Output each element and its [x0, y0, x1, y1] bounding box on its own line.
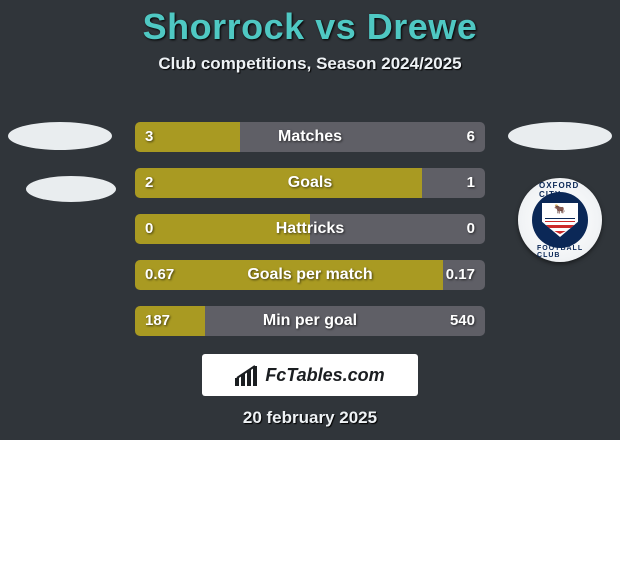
- stat-label: Matches: [135, 122, 485, 152]
- player-left-name: Shorrock: [143, 6, 305, 47]
- crest-bottom-text: FOOTBALL CLUB: [537, 245, 583, 259]
- crest-ox-icon: 🐂: [542, 205, 578, 214]
- stat-label: Min per goal: [135, 306, 485, 336]
- comparison-panel: Shorrock vs Drewe Club competitions, Sea…: [0, 0, 620, 440]
- team-left-logo: [26, 176, 116, 202]
- crest-inner: 🐂: [532, 192, 588, 248]
- stat-label: Hattricks: [135, 214, 485, 244]
- stat-row: 21Goals: [135, 168, 485, 198]
- stat-row: 0.670.17Goals per match: [135, 260, 485, 290]
- team-right-logo: OXFORD CITY 🐂 FOOTBALL CLUB: [518, 178, 602, 262]
- page-title: Shorrock vs Drewe: [0, 0, 620, 48]
- player-left-photo: [8, 122, 112, 150]
- brand-text: FcTables.com: [265, 365, 384, 386]
- stat-label: Goals per match: [135, 260, 485, 290]
- player-right-name: Drewe: [367, 6, 478, 47]
- brand-plate[interactable]: FcTables.com: [202, 354, 418, 396]
- stat-row: 00Hattricks: [135, 214, 485, 244]
- stat-rows: 36Matches 21Goals 00Hattricks 0.670.17Goals…: [135, 122, 485, 352]
- vs-word: vs: [315, 6, 356, 47]
- player-right-photo: [508, 122, 612, 150]
- crest-shield: 🐂: [542, 203, 578, 237]
- brand-bars-icon: [235, 364, 261, 386]
- snapshot-date: 20 february 2025: [0, 408, 620, 428]
- stat-label: Goals: [135, 168, 485, 198]
- subtitle: Club competitions, Season 2024/2025: [0, 54, 620, 74]
- stat-row: 36Matches: [135, 122, 485, 152]
- stat-row: 187540Min per goal: [135, 306, 485, 336]
- crest-stripes: [545, 221, 575, 234]
